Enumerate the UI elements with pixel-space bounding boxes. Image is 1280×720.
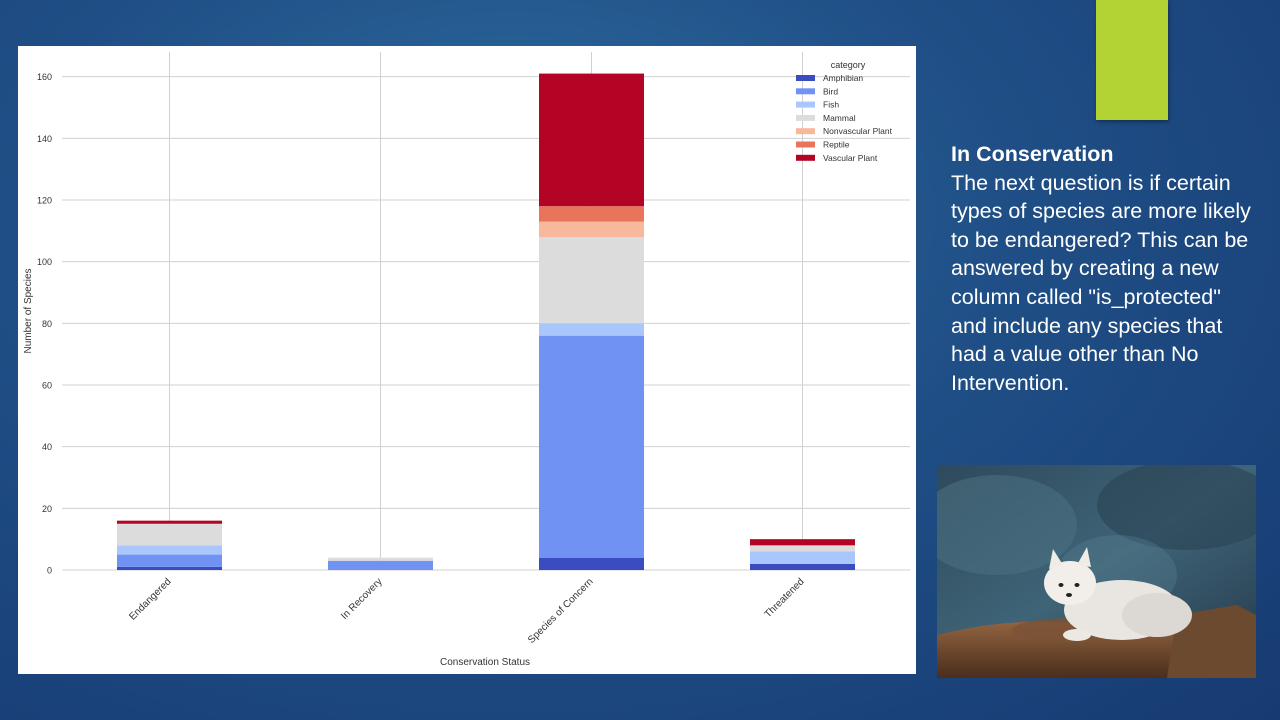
bar-segment <box>539 557 644 570</box>
x-tick-label: In Recovery <box>339 576 385 622</box>
legend-entry: Fish <box>823 100 839 110</box>
accent-bar <box>1096 0 1168 120</box>
chart-panel: 0 20 40 60 80 100 120 140 160 Endangered In Recove… <box>18 46 916 674</box>
y-tick-label: 40 <box>42 442 52 452</box>
legend-entry: Nonvascular Plant <box>823 126 893 136</box>
slide-body: The next question is if certain types of… <box>951 170 1251 395</box>
y-axis-label: Number of Species <box>23 268 34 353</box>
bar-segment <box>750 551 855 564</box>
bar-segment <box>750 563 855 570</box>
legend-entry: Mammal <box>823 113 856 123</box>
bar-segment <box>117 554 222 567</box>
bar-segment <box>117 566 222 570</box>
legend-swatch <box>796 114 815 121</box>
y-tick-label: 60 <box>42 381 52 391</box>
x-tick-label: Endangered <box>127 576 173 622</box>
slide-heading: In Conservation <box>951 142 1114 166</box>
y-tick-label: 80 <box>42 319 52 329</box>
y-tick-label: 20 <box>42 504 52 514</box>
legend-entry: Bird <box>823 86 838 96</box>
legend-title: category <box>831 60 866 70</box>
bar-segment <box>539 221 644 237</box>
bar-segment <box>539 335 644 558</box>
y-tick-label: 140 <box>37 134 52 144</box>
bar-segment <box>539 237 644 324</box>
slide-text: In Conservation The next question is if … <box>951 140 1251 397</box>
legend-entry: Vascular Plant <box>823 153 878 163</box>
arctic-fox-photo <box>937 465 1256 678</box>
bar-segment <box>328 560 433 570</box>
y-tick-label: 160 <box>37 72 52 82</box>
x-tick-label: Species of Concern <box>526 576 595 645</box>
y-tick-label: 100 <box>37 257 52 267</box>
legend-entry: Amphibian <box>823 73 863 83</box>
x-tick-label: Threatened <box>763 576 807 620</box>
bar-segment <box>117 520 222 524</box>
legend-swatch <box>796 141 815 148</box>
bar-segment <box>539 73 644 207</box>
legend-swatch <box>796 101 815 108</box>
stacked-bar-chart: 0 20 40 60 80 100 120 140 160 Endangered In Recove… <box>23 52 910 668</box>
bar-segment <box>750 539 855 546</box>
bar-segment <box>328 557 433 561</box>
bar-segment <box>117 523 222 546</box>
legend-swatch <box>796 75 815 81</box>
legend-swatch <box>796 88 815 95</box>
legend-swatch <box>796 128 815 135</box>
x-axis-label: Conservation Status <box>440 657 530 668</box>
bar-segment <box>539 206 644 222</box>
bar-segment <box>117 545 222 555</box>
legend-swatch <box>796 154 815 161</box>
y-tick-label: 0 <box>47 566 52 576</box>
bar-segment <box>539 323 644 336</box>
legend-entry: Reptile <box>823 140 850 150</box>
bar-segment <box>750 545 855 552</box>
y-tick-label: 120 <box>37 196 52 206</box>
